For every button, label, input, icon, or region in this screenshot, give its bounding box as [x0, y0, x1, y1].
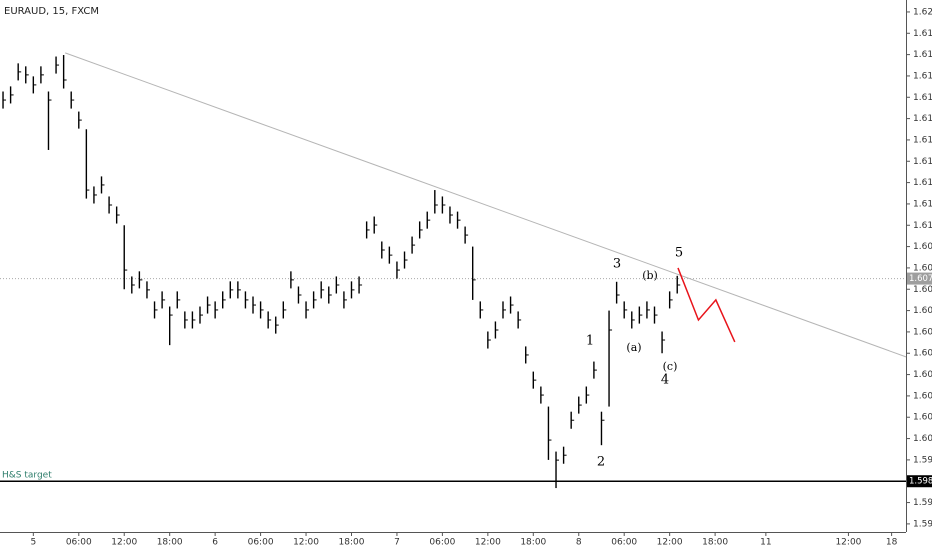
x-tick-label: 12:00 [111, 538, 137, 548]
price-label: 1.60750 [909, 274, 932, 284]
y-tick-label: 1.60100 [913, 413, 932, 423]
y-tick-label: 1.60500 [913, 327, 932, 337]
x-tick-label: 12:00 [475, 538, 501, 548]
price-label-box [907, 272, 932, 285]
y-tick-label: 1.61100 [913, 199, 932, 209]
x-tick-label: 06:00 [611, 538, 637, 548]
wave-label: (a) [626, 341, 641, 354]
y-tick-label: 1.60800 [913, 263, 932, 273]
x-tick-label: 12:00 [835, 538, 861, 548]
y-tick-label: 1.61300 [913, 157, 932, 167]
x-tick-label: 18:00 [520, 538, 546, 548]
y-tick-label: 1.61800 [913, 50, 932, 60]
x-tick-label: 7 [394, 538, 400, 548]
y-tick-label: 1.61000 [913, 221, 932, 231]
y-tick-label: 1.62000 [913, 7, 932, 17]
y-tick-label: 1.60600 [913, 306, 932, 316]
y-tick-label: 1.61600 [913, 93, 932, 103]
x-tick-label: 12:00 [293, 538, 319, 548]
x-tick-label: 18:00 [339, 538, 365, 548]
wave-label: 4 [661, 373, 669, 388]
y-tick-label: 1.61900 [913, 29, 932, 39]
trendline [64, 52, 907, 358]
wave-label: 2 [597, 455, 605, 470]
x-tick-label: 12:00 [657, 538, 683, 548]
x-tick-label: 18 [886, 538, 898, 548]
y-tick-label: 1.60300 [913, 370, 932, 380]
target-text: H&S target [2, 471, 52, 481]
y-tick-label: 1.61700 [913, 71, 932, 81]
projection [677, 267, 736, 343]
wave-label: 3 [613, 257, 621, 272]
y-tick-label: 1.59600 [913, 519, 932, 529]
chart-title: EURAUD, 15, FXCM [4, 6, 99, 17]
y-tick-label: 1.60200 [913, 391, 932, 401]
y-tick-label: 1.59900 [913, 455, 932, 465]
wave-label: (c) [663, 360, 678, 373]
y-tick-label: 1.60900 [913, 242, 932, 252]
x-tick-label: 06:00 [248, 538, 274, 548]
x-tick-label: 06:00 [429, 538, 455, 548]
y-tick-label: 1.61500 [913, 114, 932, 124]
y-tick-label: 1.60400 [913, 349, 932, 359]
y-tick-label: 1.61400 [913, 135, 932, 145]
x-tick-label: 18:00 [702, 538, 728, 548]
wave-label: (b) [642, 269, 658, 282]
x-tick-label: 6 [212, 538, 218, 548]
y-tick-label: 1.60000 [913, 434, 932, 444]
wave-label: 1 [586, 334, 594, 349]
target-label: 1.59800 [909, 477, 932, 487]
y-tick-label: 1.61200 [913, 178, 932, 188]
target-label-box [907, 475, 932, 488]
x-tick-label: 11 [760, 538, 771, 548]
y-tick-label: 1.59700 [913, 498, 932, 508]
x-tick-label: 5 [30, 538, 36, 548]
wave-label: 5 [675, 246, 683, 261]
x-tick-label: 8 [576, 538, 582, 548]
y-tick-label: 1.60700 [913, 285, 932, 295]
x-tick-label: 06:00 [66, 538, 92, 548]
x-tick-label: 18:00 [157, 538, 183, 548]
